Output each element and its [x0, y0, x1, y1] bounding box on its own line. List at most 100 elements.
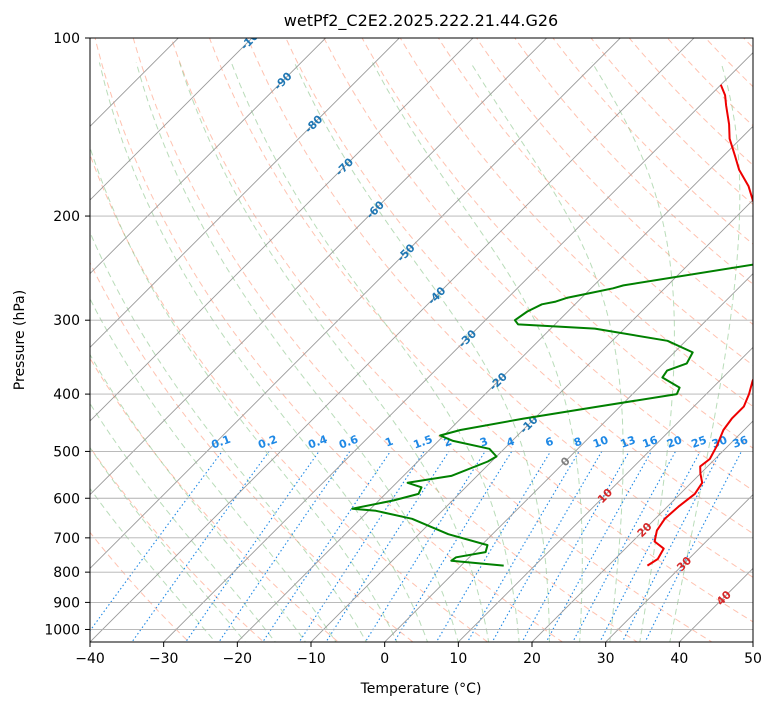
x-tick-label: 50 — [744, 651, 762, 667]
x-axis-label: Temperature (°C) — [360, 681, 482, 697]
mixing-ratio-label: 25 — [690, 433, 709, 450]
isotherm-line — [90, 38, 474, 422]
mixing-ratio-line — [621, 451, 722, 642]
dry-adiabat — [323, 38, 753, 492]
isotherm-line — [90, 38, 695, 642]
mixing-ratio-label: 16 — [641, 433, 660, 451]
isotherm-line — [236, 125, 753, 642]
moist-adiabat — [669, 62, 741, 642]
mixing-ratio-line — [298, 451, 425, 642]
x-tick-label: 0 — [380, 651, 389, 667]
isotherm-line — [163, 52, 753, 642]
mixing-ratio-label: 8 — [572, 435, 584, 450]
isotherm-line — [90, 38, 327, 275]
mixing-ratio-line — [90, 451, 223, 632]
isotherm-line — [90, 38, 253, 201]
isotherm-label: -20 — [487, 370, 510, 393]
moist-adiabat — [179, 62, 490, 642]
mixing-ratio-label: 13 — [619, 433, 638, 450]
y-tick-label: 1000 — [44, 622, 80, 638]
isotherm-label: -70 — [333, 155, 356, 178]
mixing-ratio-label: 0.4 — [306, 433, 329, 452]
moist-adiabat — [90, 446, 246, 642]
dry-adiabat — [628, 38, 753, 166]
dry-adiabat — [476, 38, 753, 326]
mixing-ratio-line — [393, 451, 513, 642]
mixing-ratio-line — [491, 451, 603, 642]
plot-frame — [89, 37, 754, 643]
mixing-ratio-line — [325, 451, 450, 642]
x-tick-label: 10 — [449, 651, 467, 667]
mixing-ratio-label: 1.5 — [412, 433, 435, 452]
moist-adiabat — [230, 62, 520, 642]
dry-adiabat — [170, 38, 713, 642]
y-tick-label: 700 — [53, 531, 80, 547]
mixing-ratio-label: 6 — [544, 435, 556, 450]
isotherm-line — [90, 38, 621, 569]
x-axis: −40 −30 −20 −10 0 10 20 30 40 50 — [75, 642, 762, 667]
y-tick-label: 100 — [53, 31, 80, 47]
moist-adiabat — [98, 62, 429, 642]
mixing-ratio-label: 20 — [665, 433, 684, 451]
mixing-ratio-line — [466, 451, 580, 642]
moist-adiabat — [90, 297, 337, 642]
mixing-ratio-line — [131, 451, 270, 642]
isotherm-label: -80 — [302, 112, 325, 135]
dry-adiabat — [399, 38, 753, 408]
x-tick-label: −20 — [223, 651, 253, 667]
y-axis-label: Pressure (hPa) — [12, 290, 28, 390]
background-lines — [90, 38, 753, 642]
mixing-ratio-line — [218, 451, 351, 642]
mixing-ratio-line — [185, 451, 320, 642]
isotherm-label: 30 — [674, 554, 694, 574]
isotherm-line — [90, 38, 400, 348]
y-tick-label: 300 — [53, 313, 80, 329]
temperature-series-line — [646, 84, 753, 567]
profile-series — [351, 84, 753, 567]
mixing-ratio-label: 0.2 — [256, 433, 279, 452]
isotherm-label: 0 — [558, 454, 573, 469]
dry-adiabat — [437, 38, 753, 366]
isotherm-line — [605, 494, 753, 642]
dry-adiabat — [666, 38, 753, 127]
dry-adiabat — [94, 38, 564, 642]
dry-adiabat — [208, 38, 753, 623]
mixing-ratio-line — [545, 451, 652, 642]
moist-adiabat — [591, 62, 675, 642]
dry-adiabat — [285, 38, 753, 535]
moist-adiabat — [90, 402, 276, 642]
mixing-ratio-label: 4 — [505, 435, 517, 450]
mixing-ratio-line — [521, 451, 630, 642]
dry-adiabat — [90, 153, 489, 642]
moist-adiabat — [470, 62, 624, 642]
mixing-ratio-label: 0.6 — [337, 433, 360, 452]
moist-adiabat — [293, 62, 550, 642]
y-tick-label: 200 — [53, 209, 80, 225]
x-tick-label: −30 — [149, 651, 179, 667]
dry-adiabat — [132, 38, 638, 642]
dry-adiabat — [90, 261, 414, 642]
dry-adiabat — [704, 38, 753, 88]
x-tick-label: 30 — [597, 651, 615, 667]
x-tick-label: −10 — [296, 651, 326, 667]
x-tick-label: 20 — [523, 651, 541, 667]
chart-title: wetPf2_C2E2.2025.222.21.44.G26 — [284, 11, 558, 31]
y-tick-label: 600 — [53, 491, 80, 507]
moist-adiabat — [135, 62, 459, 642]
isotherm-line — [90, 38, 179, 127]
mixing-ratio-label: 30 — [710, 433, 729, 451]
y-tick-label: 900 — [53, 595, 80, 611]
dewpoint-series-line — [351, 263, 753, 567]
x-tick-label: −40 — [75, 651, 105, 667]
mixing-ratio-label: 1 — [383, 435, 395, 450]
isotherm-line — [531, 420, 753, 642]
isotherm-line — [384, 273, 753, 642]
y-tick-label: 400 — [53, 387, 80, 403]
moist-adiabat — [90, 146, 398, 642]
mixing-ratio-line — [435, 451, 552, 642]
mixing-ratio-line — [262, 451, 391, 642]
isotherm-label: -90 — [271, 69, 294, 92]
moist-adiabat — [372, 62, 583, 642]
y-tick-label: 800 — [53, 565, 80, 581]
